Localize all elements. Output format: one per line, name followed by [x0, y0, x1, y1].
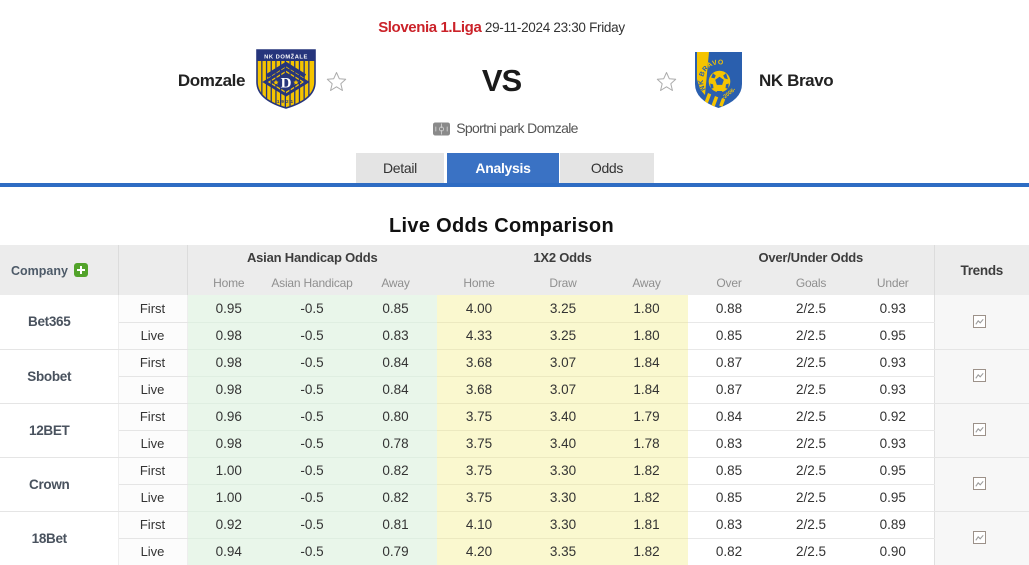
- svg-text:1921: 1921: [277, 99, 295, 104]
- svg-text:D: D: [281, 76, 292, 92]
- svg-text:NK BRAVO: NK BRAVO: [698, 59, 724, 92]
- svg-text:NK DOMŽALE: NK DOMŽALE: [264, 52, 308, 60]
